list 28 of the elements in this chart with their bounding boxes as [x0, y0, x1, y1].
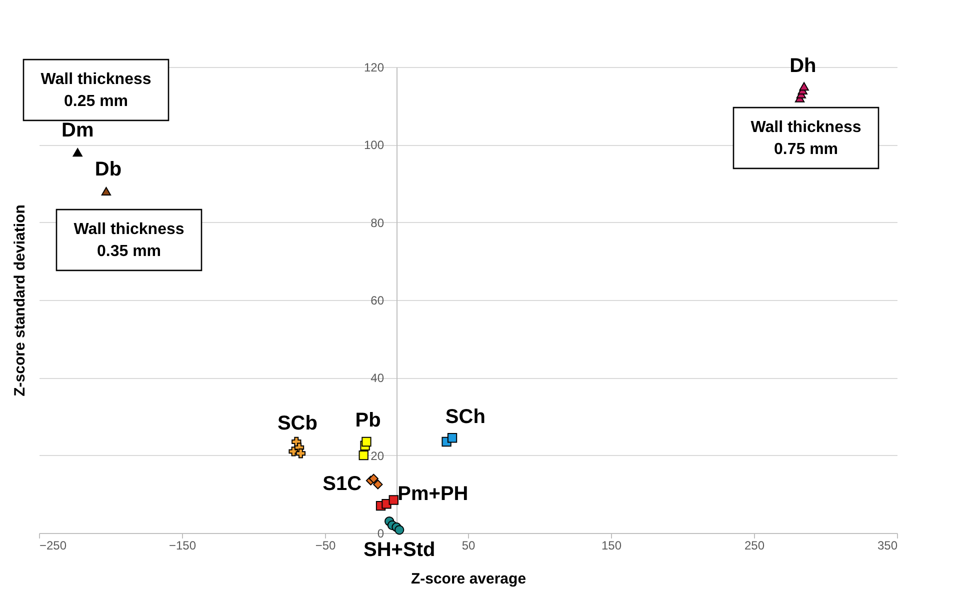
y-tick-label: 20: [370, 448, 384, 463]
y-tick-label: 0: [377, 526, 384, 540]
annotation: Wall thickness 0.25 mm: [40, 71, 152, 110]
series-label: Pm+PH: [398, 483, 468, 506]
y-axis-title: Z-score standard deviation: [12, 204, 28, 396]
annotation: Wall thickness 0.35 mm: [74, 221, 184, 260]
series-label: SH+Std: [364, 538, 436, 561]
series-label: Dm: [61, 119, 94, 142]
y-tick-label: 40: [370, 371, 384, 386]
series-label: SCb: [277, 412, 318, 435]
series-label: Dh: [790, 55, 816, 78]
x-tick-label: 50: [462, 538, 476, 552]
x-tick-label: 250: [744, 538, 765, 552]
y-tick-label: 120: [364, 60, 384, 74]
series-label: SCh: [445, 406, 486, 428]
y-tick-label: 60: [370, 294, 384, 308]
x-tick-label: −250: [40, 538, 67, 552]
x-tick-label: 350: [877, 538, 898, 552]
x-tick-label: 150: [601, 538, 622, 552]
y-tick-label: 100: [364, 138, 384, 152]
x-tick-label: −150: [168, 538, 196, 552]
series-label: S1C: [322, 473, 362, 496]
series-label: Db: [94, 158, 122, 180]
annotation: Wall thickness 0.75 mm: [750, 119, 862, 158]
series-label: Pb: [355, 410, 381, 432]
x-axis-title: Z-score average: [410, 570, 526, 588]
x-tick-label: −50: [315, 538, 336, 552]
y-tick-label: 80: [370, 216, 384, 230]
